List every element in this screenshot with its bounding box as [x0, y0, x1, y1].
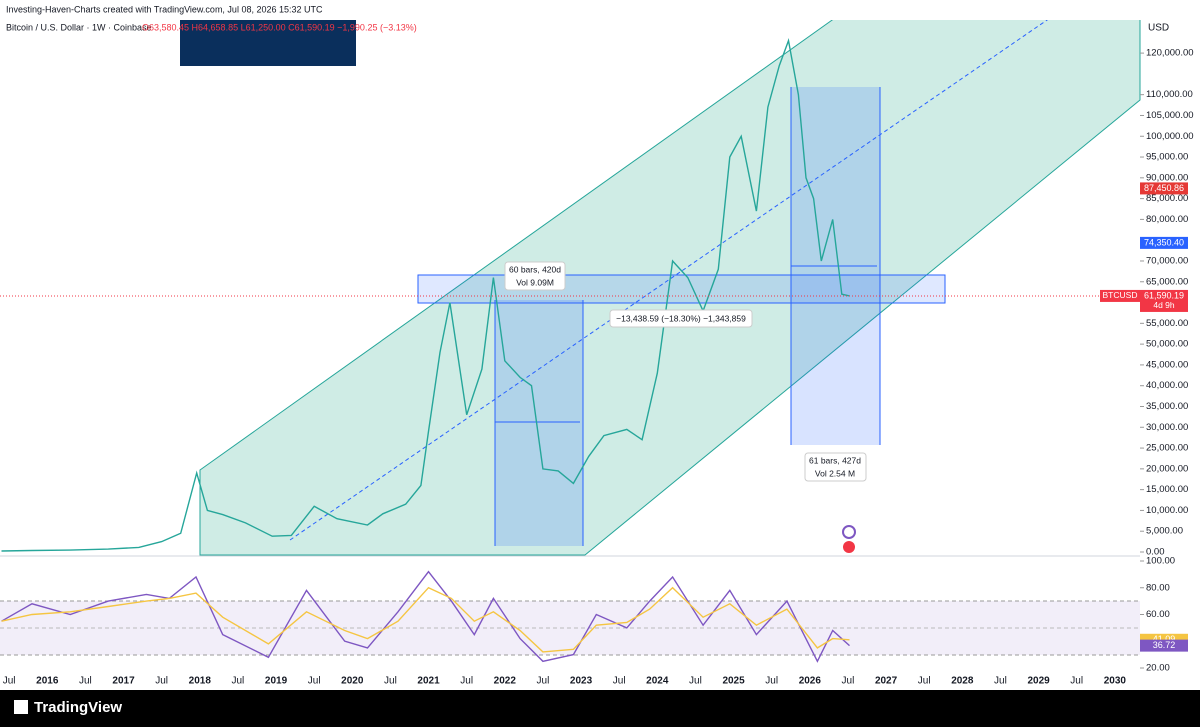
x-tick-label: 2018: [189, 676, 212, 687]
x-tick-label: Jul: [232, 676, 245, 687]
x-tick-label: 2030: [1104, 676, 1127, 687]
y-tick-label: 60.00: [1146, 609, 1170, 620]
y-tick-label: 70,000.00: [1146, 255, 1188, 266]
x-tick-label: Jul: [842, 676, 855, 687]
x-tick-label: Jul: [994, 676, 1007, 687]
logo-box: [180, 20, 356, 66]
y-tick-label: 10,000.00: [1146, 505, 1188, 516]
y-tick-label: 65,000.00: [1146, 276, 1188, 287]
x-tick-label: Jul: [460, 676, 473, 687]
label-box: [804, 452, 867, 482]
series-line: [1, 586, 850, 653]
y-tick-label: 30,000.00: [1146, 422, 1188, 433]
y-tick-label: 100.00: [1146, 556, 1175, 567]
x-tick-label: Jul: [308, 676, 321, 687]
y-tick-label: 20,000.00: [1146, 463, 1188, 474]
x-tick-label: 2028: [951, 676, 974, 687]
price-tag-label: 41.09: [1153, 634, 1176, 644]
date-range: [495, 300, 583, 546]
price-tag-label: 87,450.86: [1144, 183, 1184, 193]
x-tick-label: Jul: [918, 676, 931, 687]
x-tick-label: 2019: [265, 676, 288, 687]
price-tag: [1100, 289, 1140, 302]
y-tick-label: 5,000.00: [1146, 526, 1183, 537]
x-tick-label: 2020: [341, 676, 364, 687]
symbol: Bitcoin / U.S. Dollar · 1W · Coinbase: [6, 22, 152, 32]
price-tag: [1140, 236, 1188, 249]
credit: Investing-Haven-Charts created with Trad…: [6, 4, 323, 14]
y-tick-label: 55,000.00: [1146, 318, 1188, 329]
x-tick-label: Jul: [765, 676, 778, 687]
x-tick-label: 2025: [722, 676, 745, 687]
brand-logo: [14, 700, 28, 714]
x-tick-label: Jul: [689, 676, 702, 687]
y-tick-label: 15,000.00: [1146, 484, 1188, 495]
x-tick-label: 2022: [494, 676, 517, 687]
y-tick-label: 90,000.00: [1146, 172, 1188, 183]
x-tick-label: 2016: [36, 676, 59, 687]
x-tick-label: Jul: [384, 676, 397, 687]
event-icon[interactable]: [842, 525, 856, 539]
x-tick-label: Jul: [155, 676, 168, 687]
currency: USD: [1148, 23, 1169, 34]
x-tick-label: 2024: [646, 676, 669, 687]
x-tick-label: Jul: [79, 676, 92, 687]
y-tick-label: 110,000.00: [1146, 89, 1193, 100]
y-tick-label: 95,000.00: [1146, 152, 1188, 163]
axis-area: [1140, 20, 1200, 690]
range-label: Vol 2.54 M: [815, 468, 855, 478]
x-tick-label: Jul: [613, 676, 626, 687]
x-tick-label: 2026: [799, 676, 822, 687]
price-tag: [1140, 182, 1188, 195]
series-line: [1, 37, 850, 552]
x-tick-label: 2021: [417, 676, 440, 687]
x-tick-label: 2017: [112, 676, 135, 687]
price-tag: [1140, 289, 1188, 312]
measure-label: −13,438.59 (−18.30%) −1,343,859: [616, 313, 746, 323]
range-label: Vol 9.09M: [516, 277, 554, 287]
tag-name: BTCUSD: [1103, 290, 1138, 300]
y-tick-label: 25,000.00: [1146, 443, 1188, 454]
y-tick-label: 35,000.00: [1146, 401, 1188, 412]
y-tick-label: 100,000.00: [1146, 131, 1194, 142]
price-tag-label: 36.72: [1153, 640, 1176, 650]
event-icon[interactable]: [843, 541, 855, 553]
price-tag-countdown: 4d 9h: [1153, 300, 1175, 310]
brand: TradingView: [34, 699, 122, 716]
price-tag-label: 61,590.19: [1144, 290, 1184, 300]
plot: Jul 2016 Jul 2017 Jul 2018 Jul 2019 Jul 2020 Jul 20…: [0, 37, 1194, 687]
x-tick-label: 2029: [1027, 676, 1050, 687]
y-tick-label: 80,000.00: [1146, 214, 1188, 225]
y-tick-label: 105,000.00: [1146, 110, 1194, 121]
x-tick-label: 2027: [875, 676, 898, 687]
range-label: 61 bars, 427d: [809, 455, 861, 465]
label-box: [504, 261, 566, 291]
y-tick-label: 0.00: [1146, 547, 1165, 558]
x-tick-label: 2023: [570, 676, 593, 687]
range-label: 60 bars, 420d: [509, 264, 561, 274]
y-tick-label: 80.00: [1146, 582, 1170, 593]
y-tick-label: 20.00: [1146, 663, 1170, 674]
price-tag: [1140, 639, 1188, 652]
label-box: [609, 309, 753, 328]
y-tick-label: 40,000.00: [1146, 380, 1188, 391]
header-bar: [0, 0, 1200, 20]
y-tick-label: 45,000.00: [1146, 359, 1188, 370]
price-tag-label: 74,350.40: [1144, 237, 1184, 247]
y-tick-label: 50,000.00: [1146, 339, 1188, 350]
ohlc: O63,580.45 H64,658.85 L61,250.00 C61,590…: [142, 22, 417, 32]
y-tick-label: 120,000.00: [1146, 48, 1194, 59]
y-tick-label: 85,000.00: [1146, 193, 1188, 204]
x-tick-label: Jul: [537, 676, 550, 687]
x-tick-label: Jul: [1070, 676, 1083, 687]
x-tick-label: Jul: [3, 676, 16, 687]
